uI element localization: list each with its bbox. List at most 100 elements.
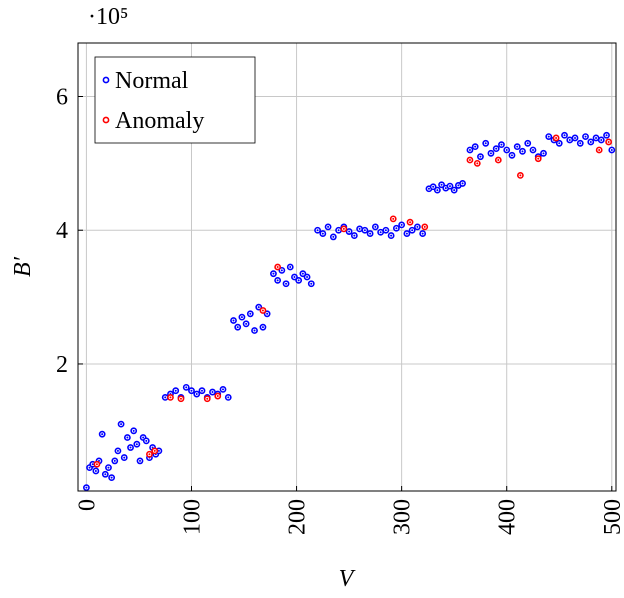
data-point-center xyxy=(227,396,230,399)
data-point-center xyxy=(436,189,439,192)
data-point-center xyxy=(568,138,571,141)
data-point-center xyxy=(555,136,558,139)
data-point-center xyxy=(595,136,598,139)
data-point-center xyxy=(104,473,107,476)
data-point-center xyxy=(432,185,435,188)
data-point-center xyxy=(584,135,587,138)
data-point-center xyxy=(423,225,426,228)
data-point-center xyxy=(157,449,160,452)
data-point-center xyxy=(261,309,264,312)
data-point-center xyxy=(164,396,167,399)
x-tick-label: 0 xyxy=(74,499,100,511)
data-point-center xyxy=(249,312,252,315)
data-point-center xyxy=(453,189,456,192)
data-point-center xyxy=(531,148,534,151)
data-point-center xyxy=(200,389,203,392)
data-point-center xyxy=(468,148,471,151)
x-tick-label: 100 xyxy=(179,499,205,535)
data-point-center xyxy=(497,159,500,162)
data-point-center xyxy=(461,182,464,185)
data-point-center xyxy=(276,279,279,282)
data-point-center xyxy=(222,388,225,391)
data-point-center xyxy=(232,319,235,322)
data-point-center xyxy=(369,232,372,235)
data-point-center xyxy=(353,234,356,237)
data-point-center xyxy=(563,134,566,137)
data-point-center xyxy=(600,138,603,141)
data-point-center xyxy=(321,232,324,235)
legend-label: Normal xyxy=(115,68,189,94)
data-point-center xyxy=(95,463,98,466)
data-point-center xyxy=(348,230,351,233)
data-point-center xyxy=(476,162,479,165)
data-point-center xyxy=(444,187,447,190)
data-point-center xyxy=(519,174,522,177)
legend-marker xyxy=(102,116,110,124)
data-point-center xyxy=(537,157,540,160)
data-point-center xyxy=(395,227,398,230)
data-point-center xyxy=(126,436,129,439)
data-point-center xyxy=(468,159,471,162)
x-axis-label: V xyxy=(339,566,356,592)
y-tick-label: 2 xyxy=(56,352,68,378)
data-point-center xyxy=(185,386,188,389)
data-point-center xyxy=(169,396,172,399)
data-point-center xyxy=(500,143,503,146)
data-point-center xyxy=(91,463,94,466)
data-point-center xyxy=(179,397,182,400)
data-point-center xyxy=(489,152,492,155)
data-point-center xyxy=(297,279,300,282)
legend-box xyxy=(94,56,256,144)
data-point-center xyxy=(337,229,340,232)
x-tick-label: 300 xyxy=(390,499,416,535)
data-point-center xyxy=(440,183,443,186)
data-point-center xyxy=(116,449,119,452)
data-point-center xyxy=(574,136,577,139)
x-tick-label: 400 xyxy=(495,499,521,535)
data-point-center xyxy=(516,145,519,148)
data-point-center xyxy=(358,227,361,230)
data-point-center xyxy=(261,326,264,329)
data-point-center xyxy=(427,187,430,190)
data-point-center xyxy=(135,443,138,446)
data-point-center xyxy=(495,147,498,150)
data-point-center xyxy=(142,436,145,439)
data-point-center xyxy=(94,469,97,472)
x-tick-label: 500 xyxy=(600,499,624,535)
data-point-center xyxy=(132,429,135,432)
data-point-center xyxy=(327,225,330,228)
data-point-center xyxy=(510,154,513,157)
data-point-center xyxy=(301,272,304,275)
legend-label: Anomaly xyxy=(115,108,204,134)
data-point-center xyxy=(579,142,582,145)
data-point-center xyxy=(607,140,610,143)
data-point-center xyxy=(610,148,613,151)
data-point-center xyxy=(310,282,313,285)
data-point-center xyxy=(245,322,248,325)
data-point-center xyxy=(392,217,395,220)
data-point-center xyxy=(123,456,126,459)
data-point-center xyxy=(526,142,529,145)
data-point-center xyxy=(216,395,219,398)
data-point-center xyxy=(206,397,209,400)
data-point-center xyxy=(405,232,408,235)
data-point-center xyxy=(479,155,482,158)
data-point-center xyxy=(421,232,424,235)
y-axis-label: B′ xyxy=(10,256,36,277)
data-point-center xyxy=(148,453,151,456)
data-point-center xyxy=(521,150,524,153)
data-point-center xyxy=(101,433,104,436)
data-point-center xyxy=(257,306,260,309)
data-point-center xyxy=(120,423,123,426)
data-point-center xyxy=(138,459,141,462)
data-point-center xyxy=(332,235,335,238)
data-point-center xyxy=(448,185,451,188)
data-point-center xyxy=(253,329,256,332)
plot-frame xyxy=(77,42,617,492)
data-point-center xyxy=(236,326,239,329)
y-tick-label: 4 xyxy=(56,218,68,244)
data-point-center xyxy=(542,152,545,155)
y-multiplier: ·10⁵ xyxy=(88,4,128,30)
data-point-center xyxy=(285,282,288,285)
data-point-center xyxy=(280,269,283,272)
